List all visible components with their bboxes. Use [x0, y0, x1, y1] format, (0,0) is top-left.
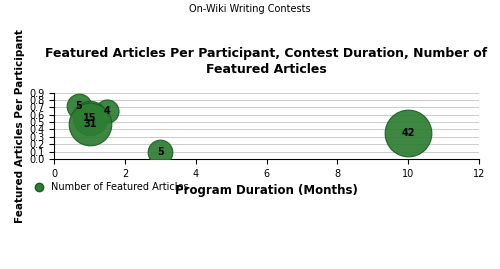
- Legend: Number of Featured Articles: Number of Featured Articles: [25, 178, 193, 196]
- Text: On-Wiki Writing Contests: On-Wiki Writing Contests: [189, 4, 311, 14]
- Title: Featured Articles Per Participant, Contest Duration, Number of
Featured Articles: Featured Articles Per Participant, Conte…: [46, 47, 488, 76]
- Point: [75, 104, 83, 108]
- X-axis label: Program Duration (Months): Program Duration (Months): [175, 184, 358, 197]
- Text: 42: 42: [402, 128, 415, 138]
- Point: [86, 122, 94, 126]
- Text: 4: 4: [104, 106, 110, 116]
- Y-axis label: Featured Articles Per Participant: Featured Articles Per Participant: [15, 29, 25, 223]
- Point: [156, 149, 164, 154]
- Point: [86, 116, 94, 121]
- Text: 5: 5: [157, 147, 164, 157]
- Point: [404, 131, 412, 135]
- Point: [104, 109, 112, 113]
- Text: 15: 15: [83, 114, 96, 123]
- Text: 5: 5: [76, 101, 82, 111]
- Text: 31: 31: [83, 119, 96, 129]
